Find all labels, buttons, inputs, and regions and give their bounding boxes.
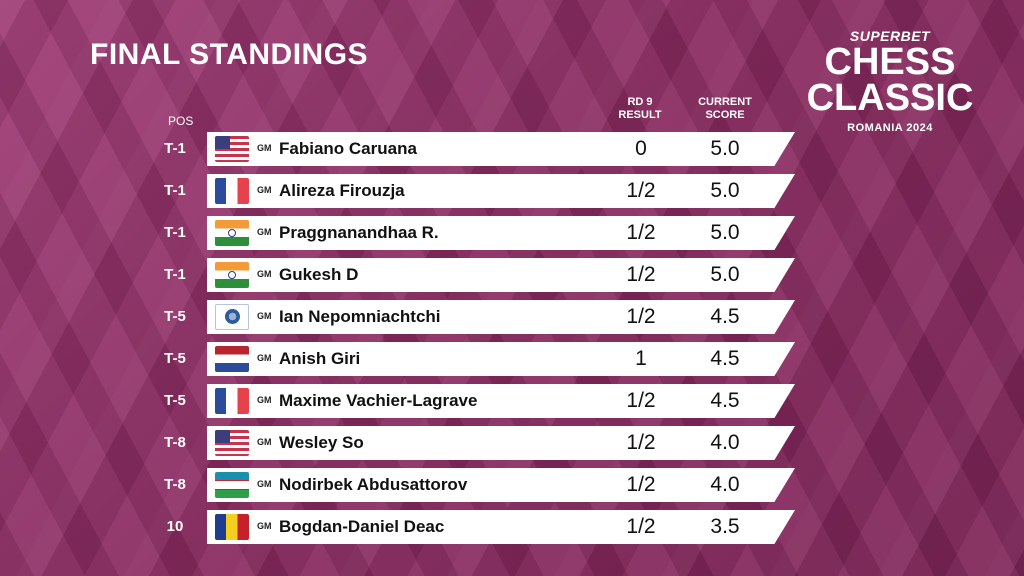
position: T-8 xyxy=(164,476,186,493)
standings-row: T-1 GM Alireza Firouzja 1/2 5.0 xyxy=(0,174,800,208)
india-flag-icon xyxy=(215,220,249,246)
netherlands-flag-icon xyxy=(215,346,249,372)
round-result: 1/2 xyxy=(626,263,656,286)
player-bar: GM Maxime Vachier-Lagrave 1/2 4.5 xyxy=(207,384,795,418)
player-bar: GM Wesley So 1/2 4.0 xyxy=(207,426,795,460)
event-logo: SUPERBET CHESS CLASSIC ROMANIA 2024 xyxy=(790,28,990,134)
standings-row: T-1 GM Fabiano Caruana 0 5.0 xyxy=(0,132,800,166)
round-result: 1/2 xyxy=(626,221,656,244)
round-result: 1/2 xyxy=(626,473,656,496)
fide-flag-icon xyxy=(215,304,249,330)
position: T-1 xyxy=(164,182,186,199)
player-bar: GM Ian Nepomniachtchi 1/2 4.5 xyxy=(207,300,795,334)
round-result: 1/2 xyxy=(626,515,656,538)
position: T-1 xyxy=(164,140,186,157)
player-title: GM xyxy=(257,395,272,405)
score-column-header: CURRENT SCORE xyxy=(697,96,753,122)
romania-flag-icon xyxy=(215,514,249,540)
current-score: 4.0 xyxy=(710,431,740,454)
player-bar: GM Bogdan-Daniel Deac 1/2 3.5 xyxy=(207,510,795,544)
player-name: Alireza Firouzja xyxy=(279,181,405,200)
current-score: 4.5 xyxy=(710,305,740,328)
player-title: GM xyxy=(257,437,272,447)
usa-flag-icon xyxy=(215,136,249,162)
round-result: 1/2 xyxy=(626,431,656,454)
player-bar: GM Praggnanandhaa R. 1/2 5.0 xyxy=(207,216,795,250)
player-title: GM xyxy=(257,479,272,489)
player-name: Gukesh D xyxy=(279,265,359,284)
player-bar: GM Nodirbek Abdusattorov 1/2 4.0 xyxy=(207,468,795,502)
position: T-8 xyxy=(164,434,186,451)
player-name: Praggnanandhaa R. xyxy=(279,223,439,242)
player-name: Wesley So xyxy=(279,433,364,452)
current-score: 5.0 xyxy=(710,137,740,160)
result-header-line-1: RD 9 xyxy=(627,96,653,108)
player-name: Maxime Vachier-Lagrave xyxy=(279,391,478,410)
position: T-1 xyxy=(164,224,186,241)
score-header-line-2: SCORE xyxy=(705,109,745,121)
player-name: Nodirbek Abdusattorov xyxy=(279,475,468,494)
player-bar: GM Fabiano Caruana 0 5.0 xyxy=(207,132,795,166)
page-title: FINAL STANDINGS xyxy=(90,38,369,71)
player-title: GM xyxy=(257,143,272,153)
standings-row: T-5 GM Ian Nepomniachtchi 1/2 4.5 xyxy=(0,300,800,334)
result-header-line-2: RESULT xyxy=(618,109,662,121)
france-flag-icon xyxy=(215,388,249,414)
player-bar: GM Alireza Firouzja 1/2 5.0 xyxy=(207,174,795,208)
round-result: 1/2 xyxy=(626,305,656,328)
player-title: GM xyxy=(257,521,272,531)
position: T-5 xyxy=(164,308,186,325)
standings-row: 10 GM Bogdan-Daniel Deac 1/2 3.5 xyxy=(0,510,800,544)
result-column-header: RD 9 RESULT xyxy=(612,96,668,122)
logo-subtitle: ROMANIA 2024 xyxy=(847,122,933,134)
standings-row: T-5 GM Maxime Vachier-Lagrave 1/2 4.5 xyxy=(0,384,800,418)
logo-brand: SUPERBET xyxy=(849,28,931,44)
player-bar: GM Anish Giri 1 4.5 xyxy=(207,342,795,376)
uzbekistan-flag-icon xyxy=(215,472,249,498)
logo-line-1: CHESS xyxy=(824,41,956,83)
current-score: 4.5 xyxy=(710,389,740,412)
pos-column-header: POS xyxy=(168,114,194,128)
player-title: GM xyxy=(257,227,272,237)
position: T-5 xyxy=(164,392,186,409)
player-bar: GM Gukesh D 1/2 5.0 xyxy=(207,258,795,292)
india-flag-icon xyxy=(215,262,249,288)
monogram-icon xyxy=(932,516,972,556)
player-title: GM xyxy=(257,185,272,195)
standings-row: T-5 GM Anish Giri 1 4.5 xyxy=(0,342,800,376)
score-header-line-1: CURRENT xyxy=(698,96,752,108)
position: T-5 xyxy=(164,350,186,367)
current-score: 5.0 xyxy=(710,263,740,286)
current-score: 5.0 xyxy=(710,179,740,202)
current-score: 4.0 xyxy=(710,473,740,496)
current-score: 5.0 xyxy=(710,221,740,244)
player-title: GM xyxy=(257,311,272,321)
player-name: Ian Nepomniachtchi xyxy=(279,307,441,326)
round-result: 0 xyxy=(635,137,647,160)
position: 10 xyxy=(166,518,184,535)
player-name: Fabiano Caruana xyxy=(279,139,417,158)
france-flag-icon xyxy=(215,178,249,204)
player-name: Bogdan-Daniel Deac xyxy=(279,517,445,536)
current-score: 4.5 xyxy=(710,347,740,370)
standings-row: T-8 GM Wesley So 1/2 4.0 xyxy=(0,426,800,460)
round-result: 1 xyxy=(635,347,647,370)
current-score: 3.5 xyxy=(710,515,740,538)
player-name: Anish Giri xyxy=(279,349,361,368)
standings-row: T-1 GM Praggnanandhaa R. 1/2 5.0 xyxy=(0,216,800,250)
round-result: 1/2 xyxy=(626,179,656,202)
standings-row: T-8 GM Nodirbek Abdusattorov 1/2 4.0 xyxy=(0,468,800,502)
round-result: 1/2 xyxy=(626,389,656,412)
standings-row: T-1 GM Gukesh D 1/2 5.0 xyxy=(0,258,800,292)
position: T-1 xyxy=(164,266,186,283)
player-title: GM xyxy=(257,269,272,279)
usa-flag-icon xyxy=(215,430,249,456)
player-title: GM xyxy=(257,353,272,363)
logo-line-2: CLASSIC xyxy=(806,77,974,119)
